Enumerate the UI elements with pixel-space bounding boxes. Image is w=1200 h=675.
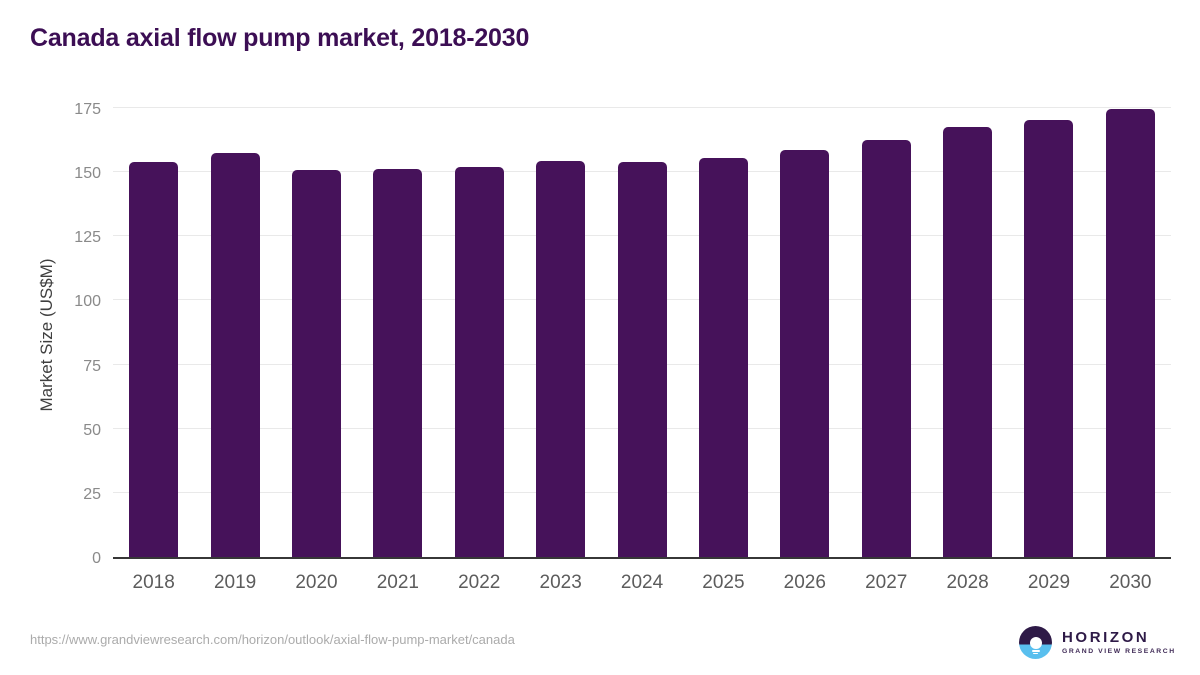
y-tick-label-150: 150 xyxy=(74,165,101,183)
bar-slot-2027 xyxy=(846,110,927,557)
bar-2018[interactable] xyxy=(129,162,179,557)
bar-slot-2022 xyxy=(439,110,520,557)
bar-slot-2020 xyxy=(276,110,357,557)
bar-2021[interactable] xyxy=(373,169,423,557)
bar-2029[interactable] xyxy=(1024,120,1074,557)
source-url: https://www.grandviewresearch.com/horizo… xyxy=(30,632,515,647)
bar-2022[interactable] xyxy=(454,166,504,557)
x-tick-label-2026: 2026 xyxy=(783,572,826,593)
plot-area xyxy=(113,107,1171,559)
x-axis-labels: 2018 2019 2020 2021 2022 2023 2024 2025 2026 2027… xyxy=(113,572,1171,594)
x-tick-label-2025: 2025 xyxy=(702,572,745,593)
logo-tagline: GRAND VIEW RESEARCH xyxy=(1062,647,1176,655)
horizon-logo: HORIZON GRAND VIEW RESEARCH xyxy=(1019,625,1176,659)
bar-slot-2030 xyxy=(1090,109,1171,557)
chart-title: Canada axial flow pump market, 2018-2030 xyxy=(30,24,530,52)
x-tick-label-2028: 2028 xyxy=(946,572,989,593)
sun-reflection-line xyxy=(1033,652,1038,655)
gridline-y-175 xyxy=(113,107,1171,108)
bar-slot-2028 xyxy=(927,110,1008,557)
y-tick-label-100: 100 xyxy=(74,293,101,311)
bar-2026[interactable] xyxy=(780,150,830,557)
x-tick-label-2020: 2020 xyxy=(295,572,338,593)
y-tick-label-0: 0 xyxy=(92,550,101,567)
y-tick-label-75: 75 xyxy=(83,357,101,375)
y-tick-label-125: 125 xyxy=(74,229,101,247)
bar-slot-2029 xyxy=(1008,110,1089,557)
x-tick-label-2019: 2019 xyxy=(213,572,257,593)
bar-2023[interactable] xyxy=(536,160,586,557)
bar-slot-2019 xyxy=(194,110,275,557)
logo-text: HORIZON GRAND VIEW RESEARCH xyxy=(1062,630,1176,655)
y-tick-label-50: 50 xyxy=(83,421,101,439)
x-tick-label-2027: 2027 xyxy=(865,572,908,593)
bar-slot-2024 xyxy=(601,110,682,557)
x-tick-label-2029: 2029 xyxy=(1027,572,1071,593)
bar-slot-2023 xyxy=(520,110,601,557)
bar-slot-2026 xyxy=(764,110,845,557)
bar-2024[interactable] xyxy=(617,161,667,557)
bar-2019[interactable] xyxy=(210,153,260,557)
sun-icon xyxy=(1029,636,1042,649)
bar-2028[interactable] xyxy=(943,127,993,557)
y-axis-title: Market Size (US$M) xyxy=(37,258,56,412)
bar-2020[interactable] xyxy=(291,169,341,557)
bars-container xyxy=(113,109,1171,557)
x-tick-label-2018: 2018 xyxy=(132,572,175,593)
x-tick-label-2024: 2024 xyxy=(620,572,664,593)
y-tick-label-25: 25 xyxy=(83,485,101,503)
x-tick-label-2021: 2021 xyxy=(376,572,419,593)
bar-slot-2025 xyxy=(683,110,764,557)
x-tick-label-2023: 2023 xyxy=(539,572,582,593)
sun-reflection-line xyxy=(1031,649,1040,652)
bar-slot-2018 xyxy=(113,110,194,557)
bar-slot-2021 xyxy=(357,110,438,557)
x-tick-label-2030: 2030 xyxy=(1109,572,1152,593)
x-tick-label-2022: 2022 xyxy=(458,572,501,593)
bar-2027[interactable] xyxy=(861,140,911,557)
logo-brand: HORIZON xyxy=(1062,628,1150,646)
y-tick-label-175: 175 xyxy=(74,101,101,118)
bar-2030[interactable] xyxy=(1105,109,1155,557)
horizon-logo-icon xyxy=(1019,625,1052,659)
bar-2025[interactable] xyxy=(698,158,748,557)
